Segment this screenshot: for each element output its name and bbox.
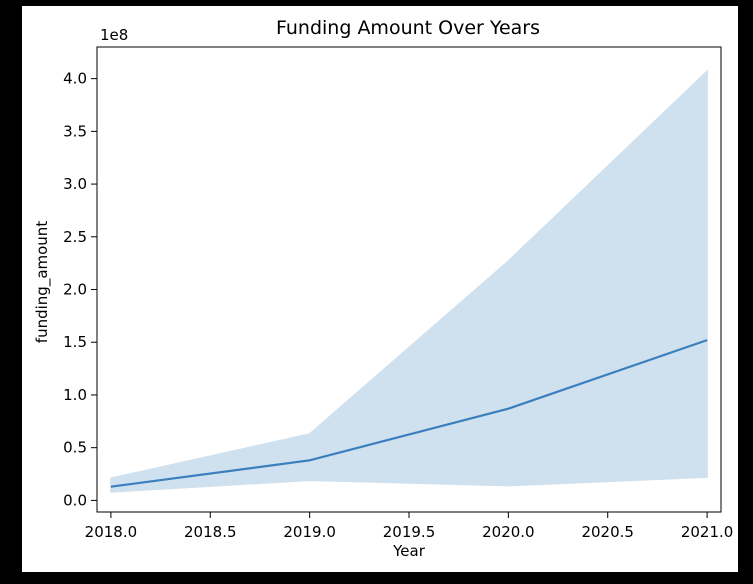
y-tick-label: 0.5 (63, 439, 87, 457)
y-tick-label: 0.0 (63, 491, 87, 509)
x-tick-label: 2020.5 (581, 523, 634, 541)
y-tick-label: 3.5 (63, 122, 87, 140)
x-tick-label: 2018.0 (85, 523, 138, 541)
x-tick-label: 2020.0 (482, 523, 535, 541)
y-tick-label: 3.0 (63, 175, 87, 193)
line-chart: Funding Amount Over Years 1e8 funding_am… (33, 17, 734, 560)
series-line-0 (110, 339, 708, 488)
y-tick-label: 4.0 (63, 70, 87, 88)
plot-frame (96, 46, 722, 513)
confidence-band-0 (110, 69, 708, 493)
x-axis-label: Year (392, 542, 426, 560)
y-tick-label: 1.5 (63, 333, 87, 351)
plot-area: 2018.0 2018.5 2019.0 2019.5 2020.0 2020.5 2021… (63, 69, 734, 541)
y-axis-label: funding_amount (33, 221, 52, 344)
x-tick-label: 2021.0 (681, 523, 734, 541)
y-tick-label: 2.5 (63, 228, 87, 246)
y-tick-label: 1.0 (63, 386, 87, 404)
chart-figure: Funding Amount Over Years 1e8 funding_am… (22, 6, 738, 572)
x-tick-label: 2019.5 (383, 523, 436, 541)
y-offset-label: 1e8 (100, 26, 128, 44)
x-tick-label: 2019.0 (283, 523, 336, 541)
y-tick-label: 2.0 (63, 281, 87, 299)
chart-title: Funding Amount Over Years (276, 17, 540, 39)
x-tick-label: 2018.5 (184, 523, 237, 541)
